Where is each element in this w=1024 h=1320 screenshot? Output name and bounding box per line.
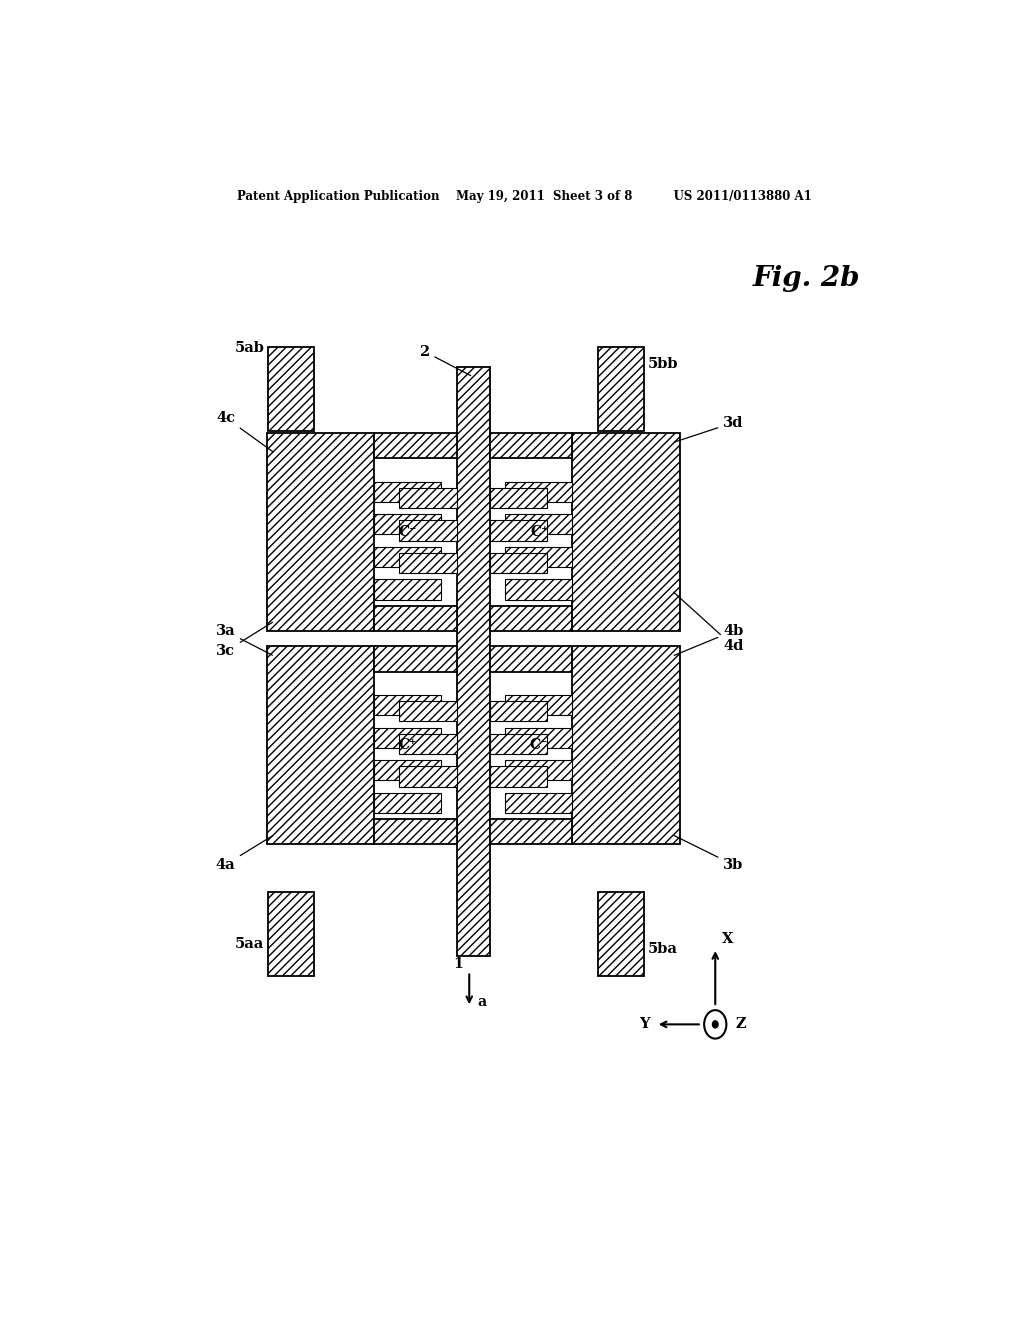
Text: 4c: 4c [216,411,272,451]
Bar [505,546,572,568]
Bar [489,520,547,541]
Bar [374,727,441,748]
Bar [399,520,457,541]
Bar [489,701,547,722]
Bar [374,792,441,813]
Text: 5ab: 5ab [234,342,264,355]
Bar [374,672,457,818]
Bar [399,766,457,787]
Bar [489,672,572,818]
Bar [505,696,572,715]
Bar [374,433,457,458]
Bar [374,515,441,535]
Text: C⁺: C⁺ [398,738,417,752]
Bar [399,701,457,722]
Bar [374,647,457,672]
Bar [598,892,644,975]
Bar [268,892,314,975]
Bar [374,482,441,502]
Bar [374,579,441,599]
Text: 2: 2 [419,345,471,376]
Bar [374,818,457,845]
Bar [374,606,457,631]
Bar [374,458,457,606]
Text: Patent Application Publication    May 19, 2011  Sheet 3 of 8          US 2011/01: Patent Application Publication May 19, 2… [238,190,812,202]
Text: 4b: 4b [674,624,743,655]
Bar [489,487,547,508]
Circle shape [713,1020,718,1028]
Bar [399,487,457,508]
Bar [598,347,644,430]
Text: Z: Z [736,1018,746,1031]
Text: 3a: 3a [215,624,272,655]
Text: 3c: 3c [216,622,272,659]
Bar [572,647,680,845]
Bar [399,734,457,754]
Bar [489,458,572,606]
Bar [505,760,572,780]
Bar [457,367,489,956]
Bar [489,433,572,458]
Text: C⁻: C⁻ [529,738,548,752]
Text: 5aa: 5aa [236,937,264,952]
Bar [374,760,441,780]
Text: 4d: 4d [674,593,743,653]
Bar [489,766,547,787]
Bar [489,734,547,754]
Bar [489,553,547,573]
Bar [505,727,572,748]
Bar [572,433,680,631]
Bar [267,647,374,845]
Bar [505,579,572,599]
Bar [399,553,457,573]
Bar [489,818,572,845]
Text: a: a [477,995,486,1008]
Bar [505,515,572,535]
Text: 3d: 3d [674,416,743,442]
Text: 3b: 3b [674,836,743,871]
Bar [505,482,572,502]
Text: Fig. 2b: Fig. 2b [753,265,860,292]
Text: 5ba: 5ba [648,942,678,956]
Text: C⁻: C⁻ [398,525,417,539]
Bar [268,347,314,430]
Bar [489,606,572,631]
Text: 5bb: 5bb [648,356,678,371]
Bar [505,792,572,813]
Bar [489,647,572,672]
Text: 1: 1 [454,957,463,972]
Text: Y: Y [639,1018,649,1031]
Text: X: X [722,932,733,946]
Bar [267,433,374,631]
Bar [374,696,441,715]
Bar [374,546,441,568]
Text: 4a: 4a [215,836,272,871]
Text: C⁺: C⁺ [529,525,548,539]
